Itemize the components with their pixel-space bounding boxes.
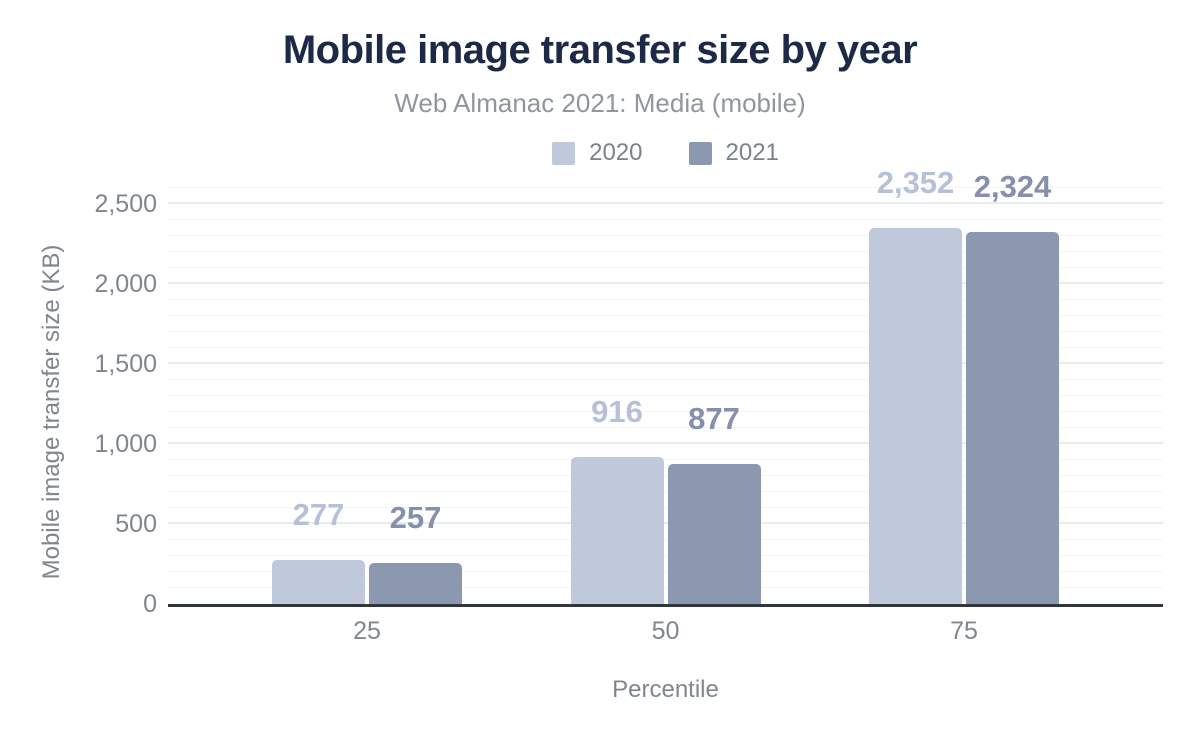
gridline-minor (168, 267, 1163, 268)
legend-swatch-2020 (552, 141, 576, 165)
gridline-major (168, 522, 1163, 524)
y-tick-label: 2,500 (94, 190, 157, 218)
bar-2021-p50 (667, 463, 761, 604)
x-tick-label: 75 (950, 617, 978, 645)
legend-label-2021: 2021 (725, 139, 779, 166)
x-axis-title: Percentile (612, 676, 719, 703)
plot-area: 277 257 916 877 2,352 2,324 (168, 167, 1163, 604)
gridline-minor (168, 187, 1163, 188)
gridline-minor (168, 507, 1163, 508)
x-tick-label: 25 (353, 617, 381, 645)
chart-subtitle: Web Almanac 2021: Media (mobile) (394, 88, 806, 118)
gridline-minor (168, 395, 1163, 396)
gridline-minor (168, 539, 1163, 540)
gridline-minor (168, 219, 1163, 220)
x-tick-label: 50 (651, 617, 680, 645)
gridline-major (168, 442, 1163, 444)
bar-2020-p75 (869, 227, 962, 604)
value-label-2020-p75: 2,352 (876, 164, 955, 200)
gridline-minor (168, 299, 1163, 300)
chart-legend: 2020 2021 (168, 139, 1163, 167)
x-axis-line (168, 604, 1163, 607)
gridline-minor (168, 235, 1163, 236)
value-label-2020-p25: 277 (292, 496, 345, 532)
gridline-minor (168, 347, 1163, 348)
gridline-major (168, 362, 1163, 364)
gridline-minor (168, 587, 1163, 588)
gridline-minor (168, 475, 1163, 476)
gridline-minor (168, 491, 1163, 492)
chart-title: Mobile image transfer size by year (282, 28, 918, 72)
value-label-2021-p25: 257 (389, 499, 442, 535)
gridline-minor (168, 411, 1163, 412)
bar-2021-p25 (369, 562, 462, 604)
gridline-minor (168, 427, 1163, 428)
value-label-2021-p75: 2,324 (973, 169, 1052, 205)
gridline-minor (168, 251, 1163, 252)
bar-2021-p75 (966, 232, 1059, 604)
bar-2020-p25 (272, 559, 365, 604)
y-tick-label: 2,000 (94, 270, 157, 298)
legend-label-2020: 2020 (589, 139, 643, 166)
legend-swatch-2021 (688, 141, 712, 165)
legend-item-2021: 2021 (688, 139, 779, 167)
y-tick-label: 0 (143, 590, 157, 618)
value-label-2020-p50: 916 (591, 394, 643, 430)
gridline-minor (168, 379, 1163, 380)
gridline-major (168, 202, 1163, 204)
y-tick-label: 1,000 (94, 430, 157, 458)
gridline-minor (168, 571, 1163, 572)
legend-item-2020: 2020 (552, 139, 643, 167)
gridline-major (168, 282, 1163, 284)
value-label-2021-p50: 877 (688, 400, 740, 436)
y-tick-label: 500 (115, 510, 157, 538)
gridline-minor (168, 555, 1163, 556)
gridline-minor (168, 331, 1163, 332)
y-tick-label: 1,500 (94, 350, 157, 378)
gridline-minor (168, 459, 1163, 460)
gridline-minor (168, 315, 1163, 316)
bar-2020-p50 (570, 457, 664, 604)
